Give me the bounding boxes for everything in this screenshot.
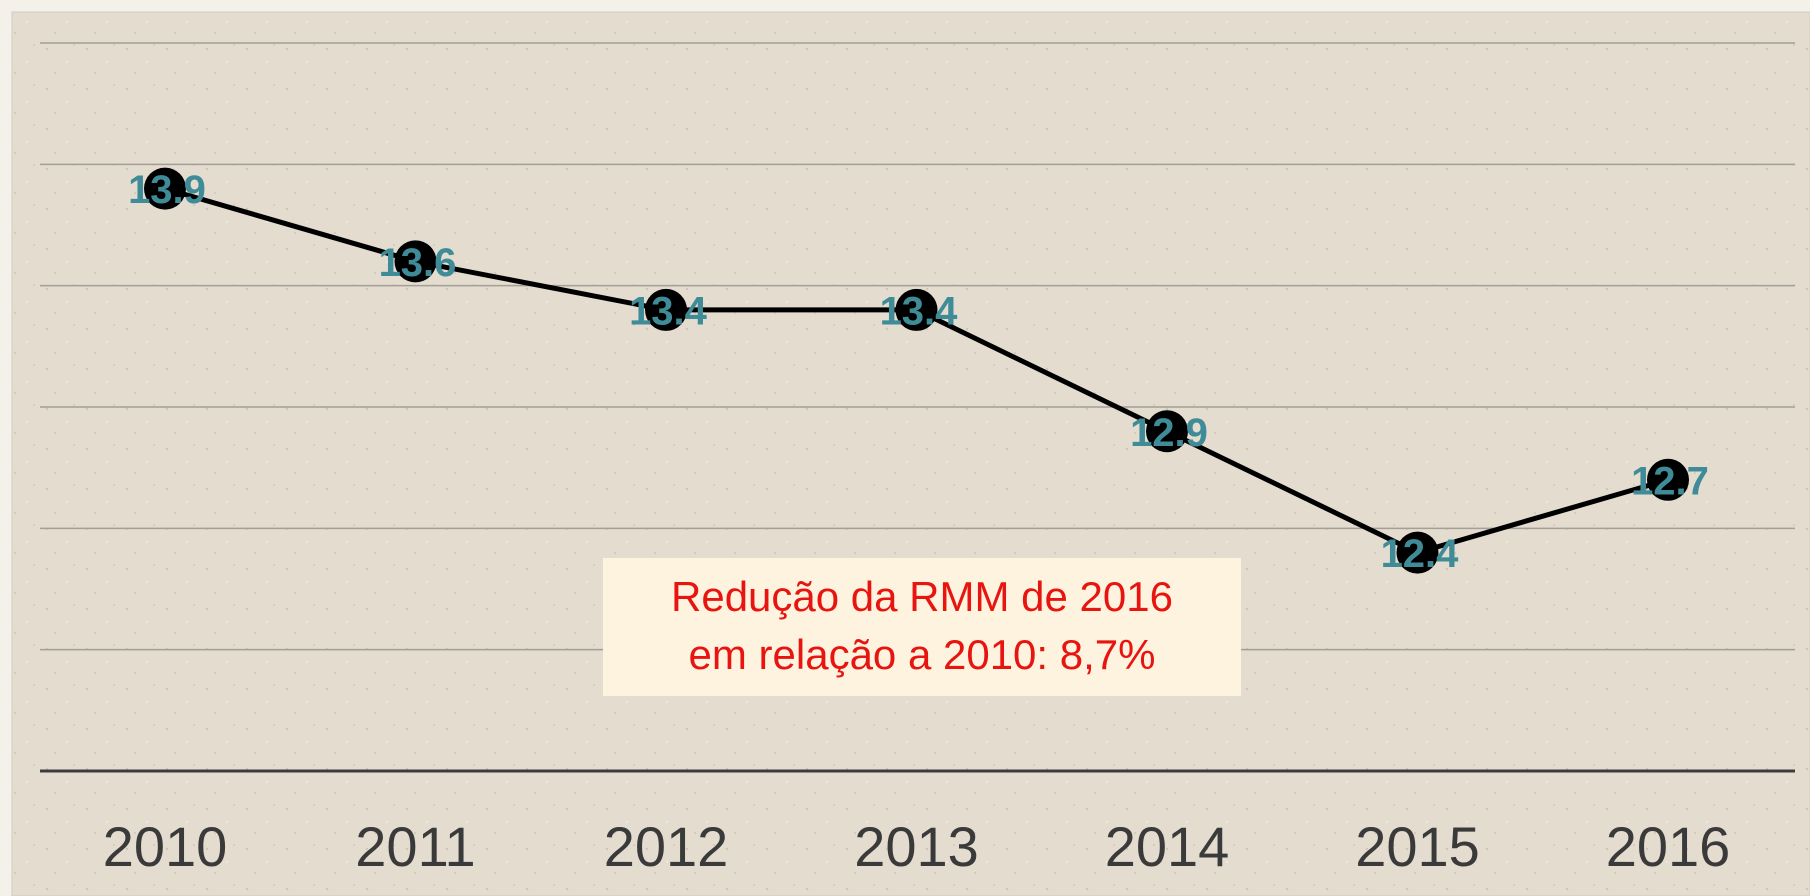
data-point <box>394 240 437 283</box>
data-label: 12.4 <box>1381 532 1460 576</box>
data-point <box>895 288 938 331</box>
x-tick-label: 2013 <box>854 815 979 878</box>
data-label: 13.6 <box>379 241 457 285</box>
annotation-line: em relação a 2010: 8,7% <box>689 631 1156 678</box>
data-label: 12.7 <box>1631 459 1709 503</box>
annotation-box <box>603 558 1241 696</box>
data-point <box>1146 410 1188 453</box>
plot-background <box>11 11 1810 896</box>
data-point <box>1396 531 1439 574</box>
data-point <box>144 167 186 210</box>
x-tick-label: 2016 <box>1606 815 1731 878</box>
annotation-line: Redução da RMM de 2016 <box>671 573 1173 620</box>
data-point <box>645 288 687 331</box>
x-tick-label: 2012 <box>604 815 729 878</box>
data-label: 13.4 <box>629 289 708 333</box>
x-tick-label: 2011 <box>355 815 475 878</box>
data-label: 13.9 <box>128 168 206 212</box>
x-tick-label: 2014 <box>1105 815 1230 878</box>
data-point <box>1647 458 1689 501</box>
data-label: 13.4 <box>880 289 959 333</box>
x-tick-label: 2010 <box>103 815 228 878</box>
data-label: 12.9 <box>1130 411 1208 455</box>
x-tick-label: 2015 <box>1355 815 1480 878</box>
